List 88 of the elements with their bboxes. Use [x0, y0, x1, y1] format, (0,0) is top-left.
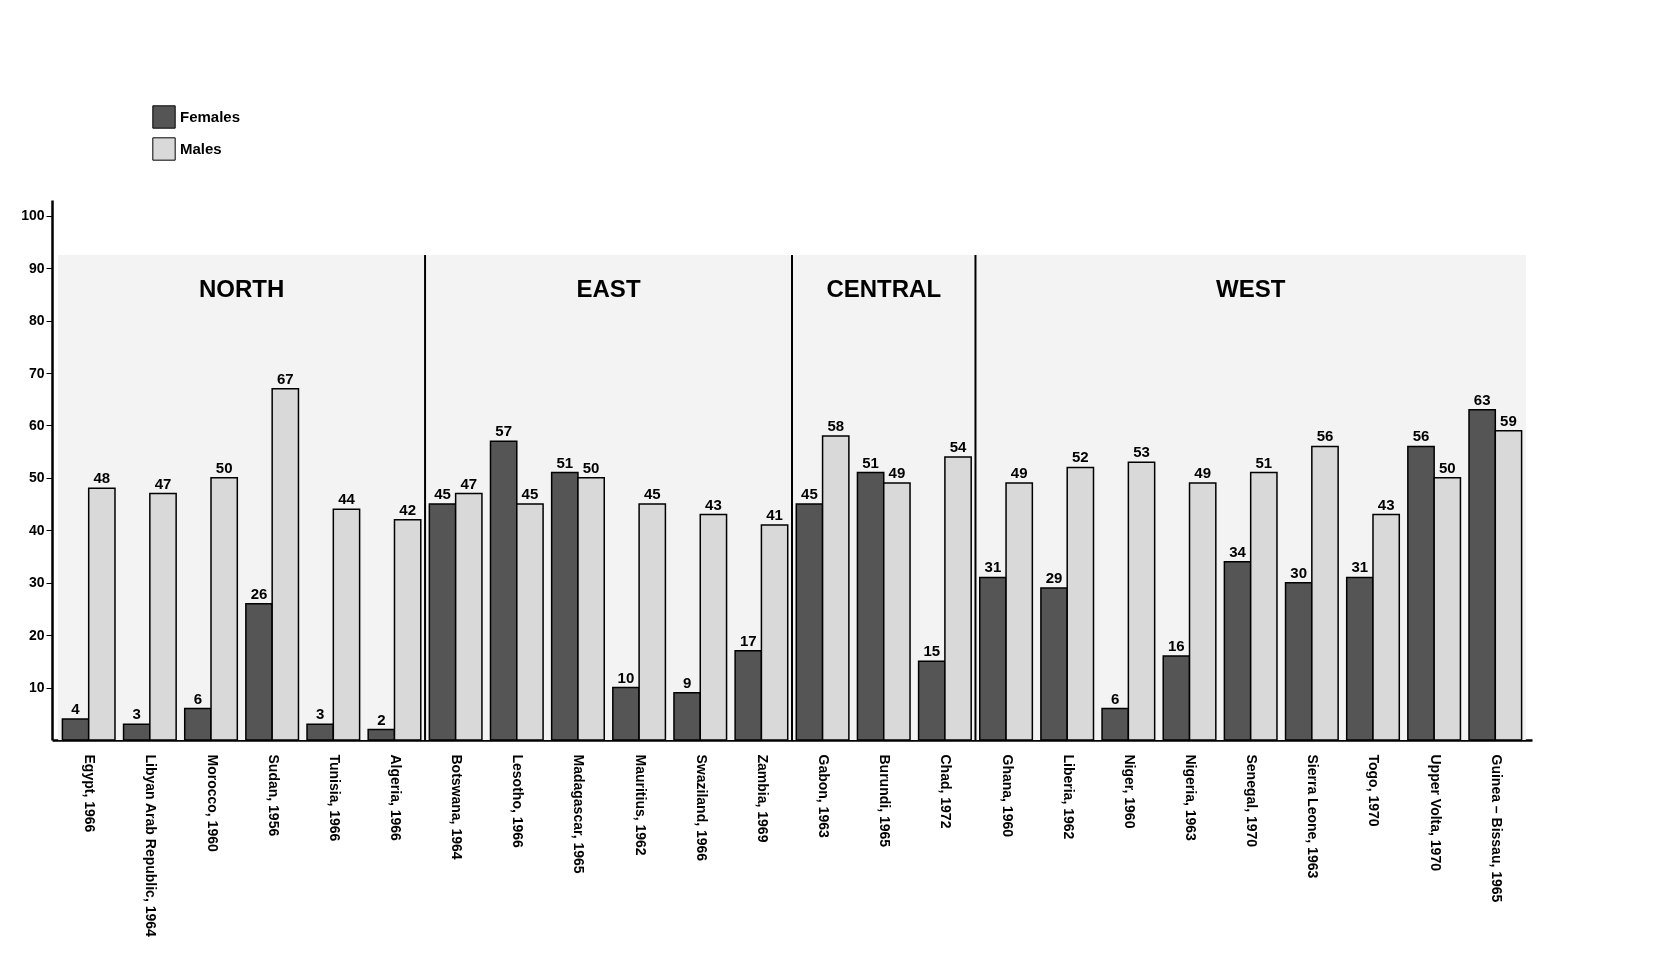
- legend-label: Males: [180, 140, 222, 157]
- x-tick-label: Upper Volta, 1970: [1427, 754, 1444, 872]
- data-label: 45: [521, 485, 539, 503]
- data-label: 26: [250, 584, 268, 602]
- x-tick-label: Botswana, 1964: [449, 754, 466, 860]
- data-label: 42: [399, 500, 416, 518]
- data-label: 29: [1045, 568, 1063, 586]
- data-label: 45: [434, 485, 451, 503]
- legend-label: Females: [180, 108, 241, 125]
- y-tick-label: 20: [28, 626, 45, 643]
- data-label: 57: [495, 422, 512, 440]
- data-label: 4: [71, 700, 81, 718]
- x-tick-label: Niger, 1960: [1121, 754, 1138, 829]
- data-label: 30: [1290, 563, 1308, 581]
- x-tick-label: Gabon, 1963: [816, 754, 833, 838]
- x-tick-label: Senegal, 1970: [1244, 754, 1261, 848]
- data-label: 67: [276, 369, 294, 387]
- data-label: 50: [582, 458, 600, 476]
- data-label: 3: [316, 705, 325, 723]
- data-label: 49: [1194, 464, 1212, 482]
- data-label: 15: [923, 642, 941, 660]
- x-tick-label: Chad, 1972: [938, 754, 955, 829]
- data-label: 49: [1010, 464, 1028, 482]
- data-label: 31: [1351, 558, 1369, 576]
- data-label: 6: [193, 689, 203, 707]
- band-label: NORTH: [198, 275, 285, 302]
- x-tick-label: Liberia, 1962: [1060, 754, 1077, 840]
- data-label: 59: [1500, 411, 1517, 429]
- x-tick-label: Tunisia, 1966: [326, 754, 343, 842]
- x-tick-label: Morocco, 1960: [204, 754, 221, 852]
- data-label: 52: [1072, 448, 1089, 466]
- x-tick-label: Nigeria, 1963: [1183, 754, 1200, 842]
- data-label: 51: [556, 453, 574, 471]
- x-tick-label: Sudan, 1956: [265, 754, 282, 837]
- data-label: 10: [617, 668, 635, 686]
- data-label: 50: [1438, 458, 1456, 476]
- y-tick-label: 30: [28, 574, 45, 591]
- data-label: 31: [984, 558, 1002, 576]
- y-tick-label: 100: [21, 207, 45, 224]
- data-label: 44: [338, 490, 356, 508]
- data-label: 17: [739, 631, 757, 649]
- x-tick-label: Sierra Leone, 1963: [1305, 754, 1322, 879]
- data-label: 47: [154, 474, 172, 492]
- x-tick-label: Madagascar, 1965: [571, 754, 588, 874]
- y-tick-label: 10: [28, 679, 45, 696]
- data-label: 6: [1111, 689, 1120, 707]
- y-tick-label: 40: [28, 521, 45, 538]
- band-label: EAST: [576, 275, 641, 302]
- data-label: 47: [460, 474, 478, 492]
- data-label: 50: [215, 458, 233, 476]
- y-tick-label: 60: [28, 416, 45, 433]
- x-tick-label: Algeria, 1966: [387, 754, 404, 842]
- x-tick-label: Egypt, 1966: [82, 754, 99, 833]
- data-label: 56: [1316, 427, 1334, 445]
- data-label: 54: [949, 437, 968, 455]
- band-label: CENTRAL: [826, 275, 942, 302]
- data-label: 51: [1255, 453, 1273, 471]
- data-label: 45: [643, 485, 661, 503]
- data-label: 49: [888, 464, 906, 482]
- data-label: 56: [1412, 427, 1430, 445]
- x-tick-label: Lesotho, 1966: [510, 754, 527, 849]
- y-tick-label: 80: [28, 312, 45, 329]
- x-tick-label: Zambia, 1969: [754, 754, 771, 843]
- band-label: WEST: [1216, 275, 1286, 302]
- data-label: 2: [377, 710, 386, 728]
- data-label: 3: [132, 705, 141, 723]
- data-label: 51: [862, 453, 879, 471]
- x-tick-label: Guinea – Bissau, 1965: [1488, 754, 1505, 903]
- data-label: 58: [827, 416, 845, 434]
- data-label: 63: [1473, 390, 1491, 408]
- x-tick-label: Swaziland, 1966: [693, 754, 710, 862]
- data-label: 43: [705, 495, 722, 513]
- x-tick-label: Burundi, 1965: [877, 754, 894, 848]
- data-label: 34: [1229, 542, 1247, 560]
- x-tick-label: Mauritius, 1962: [632, 754, 649, 856]
- x-tick-label: Libyan Arab Republic, 1964: [143, 754, 160, 938]
- data-label: 48: [93, 469, 111, 487]
- data-label: 9: [682, 673, 692, 691]
- x-tick-label: Togo, 1970: [1366, 754, 1383, 827]
- y-tick-label: 90: [28, 259, 45, 276]
- data-label: 43: [1377, 495, 1395, 513]
- data-label: 41: [766, 506, 783, 524]
- x-tick-label: Ghana, 1960: [999, 754, 1016, 838]
- y-tick-label: 50: [28, 469, 45, 486]
- data-label: 53: [1133, 443, 1150, 461]
- y-tick-label: 70: [28, 364, 45, 381]
- data-label: 45: [801, 485, 818, 503]
- data-label: 16: [1168, 637, 1185, 655]
